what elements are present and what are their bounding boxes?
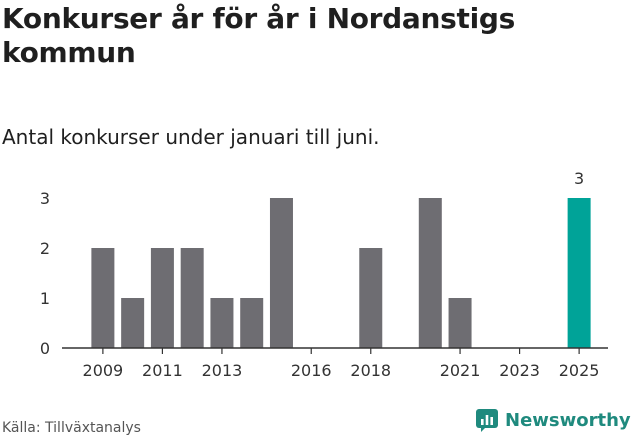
y-tick-label: 0 [40,339,50,358]
y-tick-label: 1 [40,289,50,308]
newsworthy-logo-icon [476,409,498,432]
bar-2018 [359,248,383,348]
bar-2025 [567,198,591,348]
x-tick-label: 2021 [440,361,481,380]
bar-2021 [448,298,472,348]
x-tick-label: 2011 [142,361,183,380]
brand-name: Newsworthy [505,409,631,431]
bar-2015 [269,198,293,348]
y-tick-label: 3 [40,189,50,208]
bar-2012 [180,248,204,348]
x-tick-label: 2018 [350,361,391,380]
bar-2013 [210,298,234,348]
x-tick-label: 2025 [559,361,600,380]
y-tick-label: 2 [40,239,50,258]
bar-2011 [150,248,174,348]
x-tick-label: 2023 [499,361,540,380]
x-tick-label: 2009 [83,361,124,380]
chart-title: Konkurser år för år i Nordanstigs kommun [2,2,515,69]
bar-2010 [121,298,145,348]
bar-2014 [240,298,264,348]
x-tick-label: 2016 [291,361,332,380]
bar-2009 [91,248,115,348]
data-label: 3 [574,169,584,188]
chart-subtitle: Antal konkurser under januari till juni. [2,125,380,149]
brand-logo: Newsworthy [475,408,631,432]
bar-2020 [418,198,442,348]
source-note: Källa: Tillväxtanalys [2,420,141,436]
x-tick-label: 2013 [202,361,243,380]
